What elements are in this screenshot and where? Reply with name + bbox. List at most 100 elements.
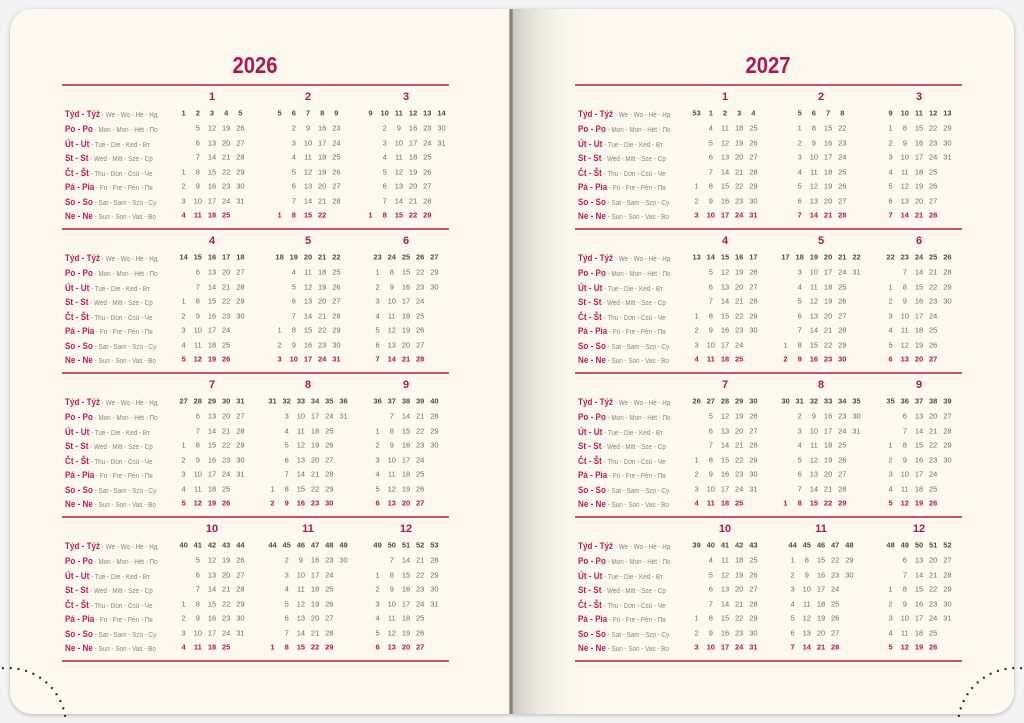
day-date: 17 bbox=[401, 599, 411, 608]
decorative-dot bbox=[1, 667, 5, 670]
day-date: 29 bbox=[943, 440, 952, 450]
day-date: 1 bbox=[375, 570, 380, 579]
day-date: 22 bbox=[823, 340, 833, 349]
day-date: 13 bbox=[296, 455, 306, 464]
day-date: 1 bbox=[181, 167, 186, 176]
day-date: 5 bbox=[375, 325, 380, 335]
day-date: 11 bbox=[721, 123, 729, 133]
week-number: 30 bbox=[781, 396, 790, 406]
label-translations: - We - Wo - Hé - Нд bbox=[613, 544, 671, 551]
week-number: 6 bbox=[291, 108, 296, 118]
day-date: 30 bbox=[852, 411, 861, 421]
day-date: 7 bbox=[708, 440, 713, 450]
label-czech: So - So bbox=[65, 628, 93, 639]
week-number: 40 bbox=[430, 396, 439, 406]
sunday-date: 19 bbox=[207, 498, 217, 508]
week-number: 26 bbox=[692, 396, 701, 406]
day-date: 22 bbox=[735, 311, 744, 320]
day-date: 18 bbox=[823, 167, 833, 176]
day-date: 26 bbox=[423, 167, 432, 176]
weekday-row-label: Ne - Ne - Sun - Son - Vas - Во bbox=[578, 206, 669, 224]
label-czech: Ne - Ne bbox=[578, 499, 606, 509]
weekday-row-label: Po - Po - Mon - Mon - Hét - По bbox=[578, 119, 671, 137]
day-date: 5 bbox=[888, 340, 893, 349]
day-date: 16 bbox=[720, 469, 730, 479]
day-date: 28 bbox=[236, 426, 245, 435]
label-translations: - Sun - Son - Vas - Во bbox=[605, 358, 669, 365]
day-date: 27 bbox=[236, 570, 245, 579]
weekday-row-label: Pá - Pia - Fri - Fre - Pén - Пя bbox=[65, 465, 153, 483]
week-number: 22 bbox=[852, 252, 861, 262]
day-date: 29 bbox=[749, 311, 758, 320]
label-czech: Út - Ut bbox=[578, 570, 603, 581]
day-date: 27 bbox=[423, 181, 432, 191]
day-date: 21 bbox=[823, 484, 833, 493]
sunday-date: 31 bbox=[749, 642, 758, 652]
label-translations: - Sat - Sam - Szo - Су bbox=[92, 199, 157, 207]
week-number: 2 bbox=[195, 108, 200, 118]
label-translations: - Mon - Mon - Hét - По bbox=[605, 271, 671, 278]
day-date: 9 bbox=[298, 555, 303, 565]
sunday-date: 30 bbox=[325, 498, 334, 508]
day-date: 19 bbox=[735, 138, 744, 147]
day-date: 4 bbox=[284, 584, 289, 594]
label-czech: Pá - Pia bbox=[578, 182, 608, 192]
month-number: 3 bbox=[915, 91, 923, 103]
day-date: 5 bbox=[382, 167, 387, 176]
sunday-date: 29 bbox=[838, 498, 847, 508]
day-date: 13 bbox=[720, 152, 730, 162]
week-row-label: Týd - Týž - We - Wo - Hé - Нд bbox=[578, 104, 670, 122]
weekday-row-label: Ne - Ne - Sun - Son - Vas - Во bbox=[578, 494, 669, 512]
day-date: 18 bbox=[207, 484, 217, 493]
label-czech: Út - Ut bbox=[578, 138, 603, 149]
day-date: 18 bbox=[816, 599, 826, 608]
day-date: 23 bbox=[416, 440, 425, 450]
week-number: 39 bbox=[692, 540, 701, 550]
day-date: 26 bbox=[332, 282, 341, 291]
label-czech: Ne - Ne bbox=[65, 499, 93, 509]
day-date: 1 bbox=[694, 613, 699, 623]
day-date: 29 bbox=[430, 267, 439, 277]
day-date: 18 bbox=[914, 628, 924, 637]
sunday-date: 23 bbox=[310, 498, 320, 508]
label-translations: - Thu - Don - Csü - Че bbox=[88, 458, 153, 466]
day-date: 27 bbox=[838, 196, 847, 205]
week-number: 34 bbox=[838, 396, 847, 406]
day-date: 19 bbox=[816, 613, 826, 623]
week-number: 44 bbox=[236, 540, 245, 550]
day-date: 30 bbox=[749, 628, 758, 637]
day-date: 1 bbox=[790, 555, 795, 565]
weekday-row-label: Po - Po - Mon - Mon - Hét - По bbox=[578, 551, 671, 569]
weekday-row-label: Pá - Pia - Fri - Fre - Pén - Пя bbox=[65, 609, 153, 627]
label-czech: Út - Ut bbox=[578, 282, 603, 293]
sunday-date: 5 bbox=[181, 354, 186, 364]
day-date: 29 bbox=[845, 555, 854, 565]
day-date: 20 bbox=[929, 555, 938, 565]
day-date: 22 bbox=[222, 599, 231, 608]
label-czech: Pá - Pia bbox=[578, 614, 608, 624]
day-date: 20 bbox=[401, 340, 411, 349]
day-date: 18 bbox=[207, 340, 217, 349]
day-date: 28 bbox=[332, 196, 341, 205]
sunday-date: 20 bbox=[401, 642, 411, 652]
day-date: 29 bbox=[943, 584, 952, 594]
day-date: 1 bbox=[375, 426, 380, 435]
weekday-row-label: Pá - Pia - Fri - Fre - Pén - Пя bbox=[578, 465, 666, 483]
day-date: 21 bbox=[222, 152, 231, 162]
label-czech: St - St bbox=[578, 441, 602, 451]
day-date: 15 bbox=[823, 123, 833, 133]
day-date: 15 bbox=[914, 584, 924, 594]
day-date: 7 bbox=[195, 152, 200, 162]
day-date: 31 bbox=[339, 411, 348, 421]
label-czech: Čt - Št bbox=[578, 167, 602, 178]
day-date: 17 bbox=[207, 325, 217, 335]
month-number: 8 bbox=[817, 379, 825, 391]
week-number: 33 bbox=[823, 396, 833, 406]
day-date: 27 bbox=[838, 311, 847, 320]
day-date: 7 bbox=[195, 426, 200, 435]
day-date: 9 bbox=[708, 196, 713, 205]
day-date: 27 bbox=[749, 584, 758, 594]
day-date: 13 bbox=[914, 411, 924, 421]
week-number: 42 bbox=[735, 540, 744, 550]
day-date: 4 bbox=[284, 426, 289, 435]
